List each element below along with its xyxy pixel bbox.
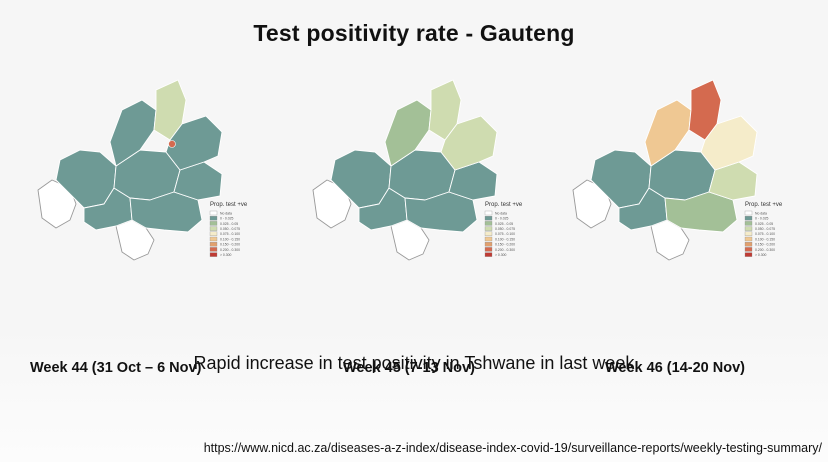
- legend-swatch: [484, 236, 493, 242]
- legend-swatch: [209, 216, 218, 221]
- region-far-west: [312, 179, 352, 229]
- legend-swatch: [744, 252, 753, 257]
- legend-swatch: [484, 252, 493, 257]
- legend-label: No data: [495, 211, 507, 215]
- legend-swatch: [484, 210, 493, 216]
- legend-swatch: [484, 242, 493, 247]
- legend-label: 0.100 - 0.150: [495, 237, 515, 241]
- map-caption: Week 46 (14-20 Nov): [605, 360, 745, 376]
- legend-swatch: [484, 247, 493, 252]
- legend-swatch: [744, 216, 753, 221]
- legend-label: 0.050 - 0.075: [495, 227, 515, 231]
- legend-label: 0.150 - 0.200: [495, 243, 515, 247]
- legend-swatch: [484, 231, 493, 236]
- legend-swatch: [744, 236, 753, 242]
- legend-label: 0 - 0.025: [220, 217, 233, 221]
- legend-label: 0.150 - 0.200: [755, 243, 775, 247]
- legend-label: 0.025 - 0.05: [755, 222, 773, 226]
- legend-swatch: [744, 221, 753, 226]
- legend-label: > 0.300: [755, 253, 767, 257]
- legend-swatch: [744, 226, 753, 231]
- region-far-west: [572, 179, 612, 229]
- legend-title: Prop. test +ve: [210, 202, 248, 208]
- region-tshwane-east: [440, 115, 498, 171]
- legend-label: 0 - 0.025: [495, 217, 508, 221]
- legend-label: 0.050 - 0.075: [220, 227, 240, 231]
- source-link[interactable]: https://www.nicd.ac.za/diseases-a-z-inde…: [203, 441, 822, 455]
- legend-label: 0.100 - 0.150: [755, 237, 775, 241]
- legend-label: 0.075 - 0.100: [220, 232, 240, 236]
- legend-swatch: [209, 210, 218, 216]
- legend-swatch: [744, 210, 753, 216]
- legend-swatch: [209, 231, 218, 236]
- region-tshwane-west: [644, 99, 692, 167]
- legend-label: 0.100 - 0.150: [220, 237, 240, 241]
- legend-label: No data: [755, 211, 767, 215]
- legend-label: 0.075 - 0.100: [495, 232, 515, 236]
- legend-swatch: [209, 242, 218, 247]
- legend-label: 0.025 - 0.05: [495, 222, 513, 226]
- map-week-46: Prop. test +ve No data 0 - 0.025 0.025 - 0…: [565, 70, 815, 376]
- legend-swatch: [484, 226, 493, 231]
- legend-label: 0.050 - 0.075: [755, 227, 775, 231]
- legend-swatch: [484, 221, 493, 226]
- legend-title: Prop. test +ve: [745, 202, 783, 208]
- slide-subtitle: Rapid increase in test positivity in Tsh…: [193, 353, 635, 373]
- legend-swatch: [744, 242, 753, 247]
- legend-label: 0.200 - 0.300: [220, 248, 240, 252]
- legend-swatch: [744, 231, 753, 236]
- legend-swatch: [484, 216, 493, 221]
- legend-label: 0.075 - 0.100: [755, 232, 775, 236]
- legend-label: 0.200 - 0.300: [755, 248, 775, 252]
- region-tshwane-west: [109, 99, 157, 167]
- legend-swatch: [744, 247, 753, 252]
- map-week-45: Prop. test +ve No data 0 - 0.025 0.025 - 0…: [305, 70, 555, 376]
- legend-label: > 0.300: [220, 253, 232, 257]
- map-caption: Week 45 (7-13 Nov): [343, 360, 475, 376]
- legend-label: 0.200 - 0.300: [495, 248, 515, 252]
- legend-label: > 0.300: [495, 253, 507, 257]
- map-week-44: Prop. test +ve No data 0 - 0.025 0.025 - 0…: [30, 70, 280, 376]
- slide-title: Test positivity rate - Gauteng: [253, 20, 575, 46]
- map-caption: Week 44 (31 Oct – 6 Nov): [30, 360, 202, 376]
- legend-label: No data: [220, 211, 232, 215]
- region-tshwane-east: [700, 115, 758, 171]
- legend-label: 0.025 - 0.05: [220, 222, 238, 226]
- legend-label: 0.150 - 0.200: [220, 243, 240, 247]
- legend-swatch: [209, 221, 218, 226]
- legend-swatch: [209, 226, 218, 231]
- legend-label: 0 - 0.025: [755, 217, 768, 221]
- legend-title: Prop. test +ve: [485, 202, 523, 208]
- hotspot-marker: [168, 140, 176, 148]
- legend-swatch: [209, 247, 218, 252]
- region-tshwane-west: [384, 99, 432, 167]
- region-far-west: [37, 179, 77, 229]
- legend-swatch: [209, 236, 218, 242]
- legend-swatch: [209, 252, 218, 257]
